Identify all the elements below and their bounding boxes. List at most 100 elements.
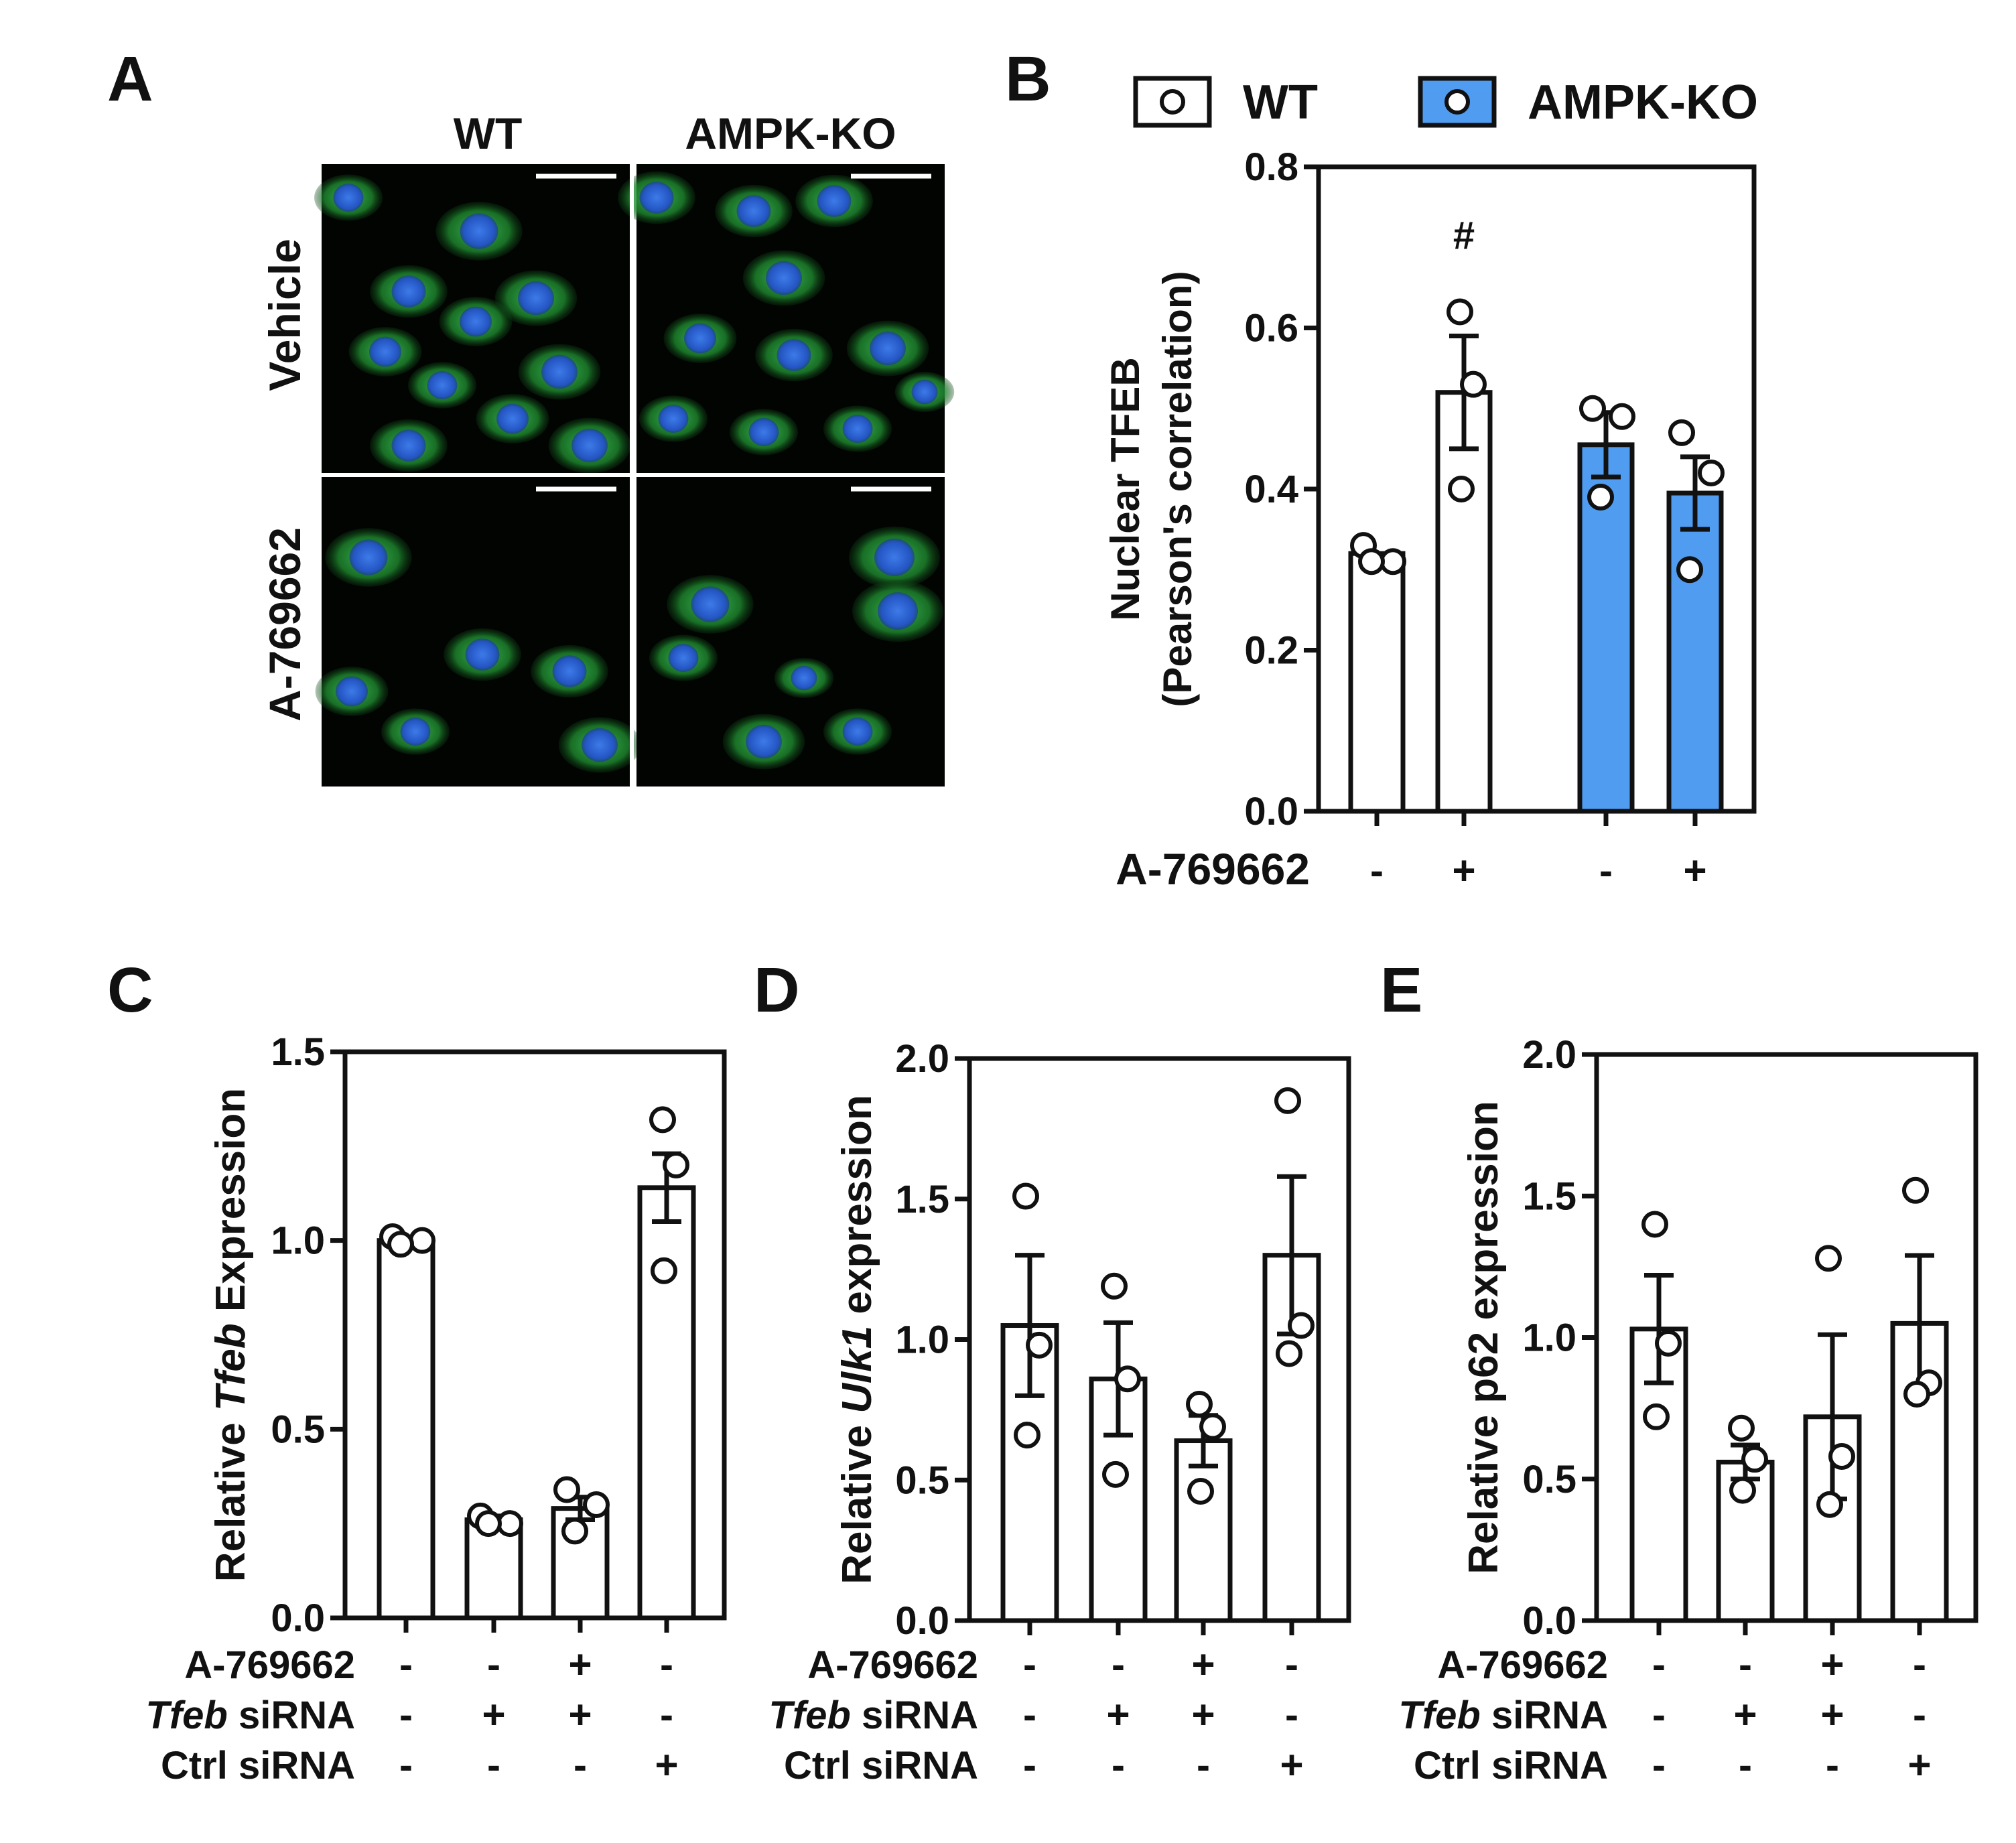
chart-b: B 0.0 0.2 0.4 0.6 0.8 Nuclear TFEB (Pearson's c… bbox=[1005, 44, 1758, 894]
condition-value: - bbox=[1739, 1642, 1752, 1687]
condition-label-text: siRNA bbox=[228, 1694, 355, 1737]
y-axis-label-part: Tfeb bbox=[208, 1323, 254, 1411]
cell-nucleus bbox=[639, 182, 674, 214]
condition-value: - bbox=[1652, 1692, 1666, 1737]
data-point bbox=[1668, 419, 1695, 446]
bar bbox=[1174, 1438, 1233, 1623]
condition-label-text: Ctrl siRNA bbox=[1414, 1744, 1608, 1787]
y-tick-label: 1.5 bbox=[271, 1030, 325, 1074]
data-point bbox=[1728, 1414, 1755, 1442]
condition-value: - bbox=[487, 1642, 500, 1687]
bar bbox=[1666, 490, 1724, 814]
condition-label-text: Ctrl siRNA bbox=[784, 1744, 978, 1787]
y-tick-label: 1.0 bbox=[895, 1318, 949, 1362]
cell-nucleus bbox=[777, 339, 811, 371]
condition-value: - bbox=[1112, 1642, 1125, 1687]
micrograph-tile bbox=[314, 164, 631, 474]
chart-d: D 0.0 0.5 1.0 1.5 2.0 Relative Ulk1 expression… bbox=[754, 955, 1351, 1787]
y-tick-label: 1.0 bbox=[1522, 1316, 1576, 1360]
cell-nucleus bbox=[391, 429, 426, 462]
legend-label: AMPK-KO bbox=[1528, 76, 1758, 129]
condition-label-italic: Tfeb bbox=[145, 1694, 227, 1737]
cell-nucleus bbox=[336, 676, 368, 707]
cell-nucleus bbox=[658, 405, 689, 433]
data-point bbox=[1274, 1087, 1301, 1114]
bar bbox=[1348, 551, 1406, 814]
data-point bbox=[1676, 556, 1703, 584]
condition-value: - bbox=[1599, 848, 1613, 893]
data-point bbox=[1102, 1460, 1129, 1488]
data-point bbox=[1288, 1312, 1315, 1339]
condition-value: - bbox=[399, 1692, 413, 1737]
condition-value: - bbox=[1197, 1743, 1210, 1787]
condition-value: - bbox=[1023, 1642, 1036, 1687]
data-point bbox=[409, 1227, 435, 1254]
micrograph-tile bbox=[636, 477, 945, 787]
condition-value: - bbox=[399, 1743, 413, 1787]
significance-mark: # bbox=[1453, 214, 1475, 258]
data-point bbox=[561, 1517, 588, 1545]
y-tick-label: 0.5 bbox=[895, 1458, 949, 1502]
data-point bbox=[1101, 1272, 1128, 1300]
panel-letter: B bbox=[1005, 44, 1051, 115]
condition-value: - bbox=[1913, 1692, 1926, 1737]
cell-nucleus bbox=[582, 728, 618, 762]
data-point bbox=[663, 1152, 689, 1178]
condition-value: - bbox=[1023, 1692, 1036, 1737]
data-point bbox=[1380, 548, 1406, 575]
condition-value: + bbox=[655, 1743, 678, 1787]
data-point bbox=[1447, 298, 1473, 326]
condition-label-text: siRNA bbox=[1481, 1694, 1608, 1737]
condition-value: + bbox=[482, 1692, 505, 1737]
condition-value: + bbox=[568, 1642, 592, 1687]
data-point bbox=[553, 1476, 580, 1503]
cell-nucleus bbox=[870, 331, 906, 366]
condition-label: A-769662 bbox=[184, 1643, 355, 1687]
condition-label-text: A-769662 bbox=[807, 1643, 978, 1687]
condition-label: A-769662 bbox=[807, 1643, 978, 1687]
data-point bbox=[1609, 403, 1635, 430]
cell-nucleus bbox=[496, 403, 529, 434]
chart-c: C 0.0 0.5 1.0 1.5 Relative Tfeb Expression A-7… bbox=[107, 955, 727, 1787]
condition-value: - bbox=[1023, 1743, 1036, 1787]
data-point bbox=[1276, 1340, 1302, 1367]
data-point bbox=[651, 1257, 677, 1284]
panel-a-letter: A bbox=[107, 44, 153, 115]
bar bbox=[1435, 390, 1493, 814]
cell-nucleus bbox=[460, 213, 498, 249]
data-point bbox=[1114, 1365, 1141, 1393]
condition-label: Ctrl siRNA bbox=[784, 1744, 978, 1787]
bar bbox=[1716, 1459, 1775, 1623]
y-tick-label: 0.5 bbox=[271, 1408, 325, 1451]
y-axis-label: Relative p62 expression bbox=[1461, 1101, 1507, 1574]
cell-nucleus bbox=[842, 718, 873, 746]
data-point bbox=[1816, 1491, 1843, 1518]
panel-a-column-wt: WT bbox=[454, 109, 523, 158]
cell-nucleus bbox=[748, 418, 779, 446]
condition-label: A-769662 bbox=[1437, 1643, 1608, 1687]
condition-label-text: siRNA bbox=[851, 1694, 978, 1737]
data-point bbox=[1579, 395, 1606, 422]
y-axis-label-part: Expression bbox=[208, 1088, 254, 1323]
condition-label: Tfeb siRNA bbox=[145, 1694, 355, 1737]
y-tick-label: 1.5 bbox=[1522, 1174, 1576, 1218]
legend-point bbox=[1444, 89, 1470, 115]
condition-value: - bbox=[1652, 1642, 1666, 1687]
plot-frame bbox=[342, 1049, 727, 1621]
condition-value: + bbox=[1280, 1743, 1303, 1787]
micrograph-tile bbox=[315, 477, 641, 787]
data-point bbox=[496, 1510, 523, 1538]
y-axis-label-part: Relative bbox=[834, 1414, 880, 1584]
cell-nucleus bbox=[518, 281, 554, 316]
condition-value: - bbox=[487, 1743, 500, 1787]
y-axis-label: (Pearson's correlation) bbox=[1155, 271, 1200, 707]
y-axis-label-part: Relative bbox=[208, 1411, 254, 1582]
data-point bbox=[1698, 459, 1725, 486]
legend-label: WT bbox=[1243, 76, 1318, 129]
cell-nucleus bbox=[460, 306, 492, 337]
cell-nucleus bbox=[766, 261, 802, 295]
condition-value: + bbox=[1191, 1692, 1215, 1737]
condition-value: - bbox=[1913, 1642, 1926, 1687]
data-point bbox=[583, 1491, 610, 1518]
y-tick-label: 0.0 bbox=[1244, 790, 1298, 833]
